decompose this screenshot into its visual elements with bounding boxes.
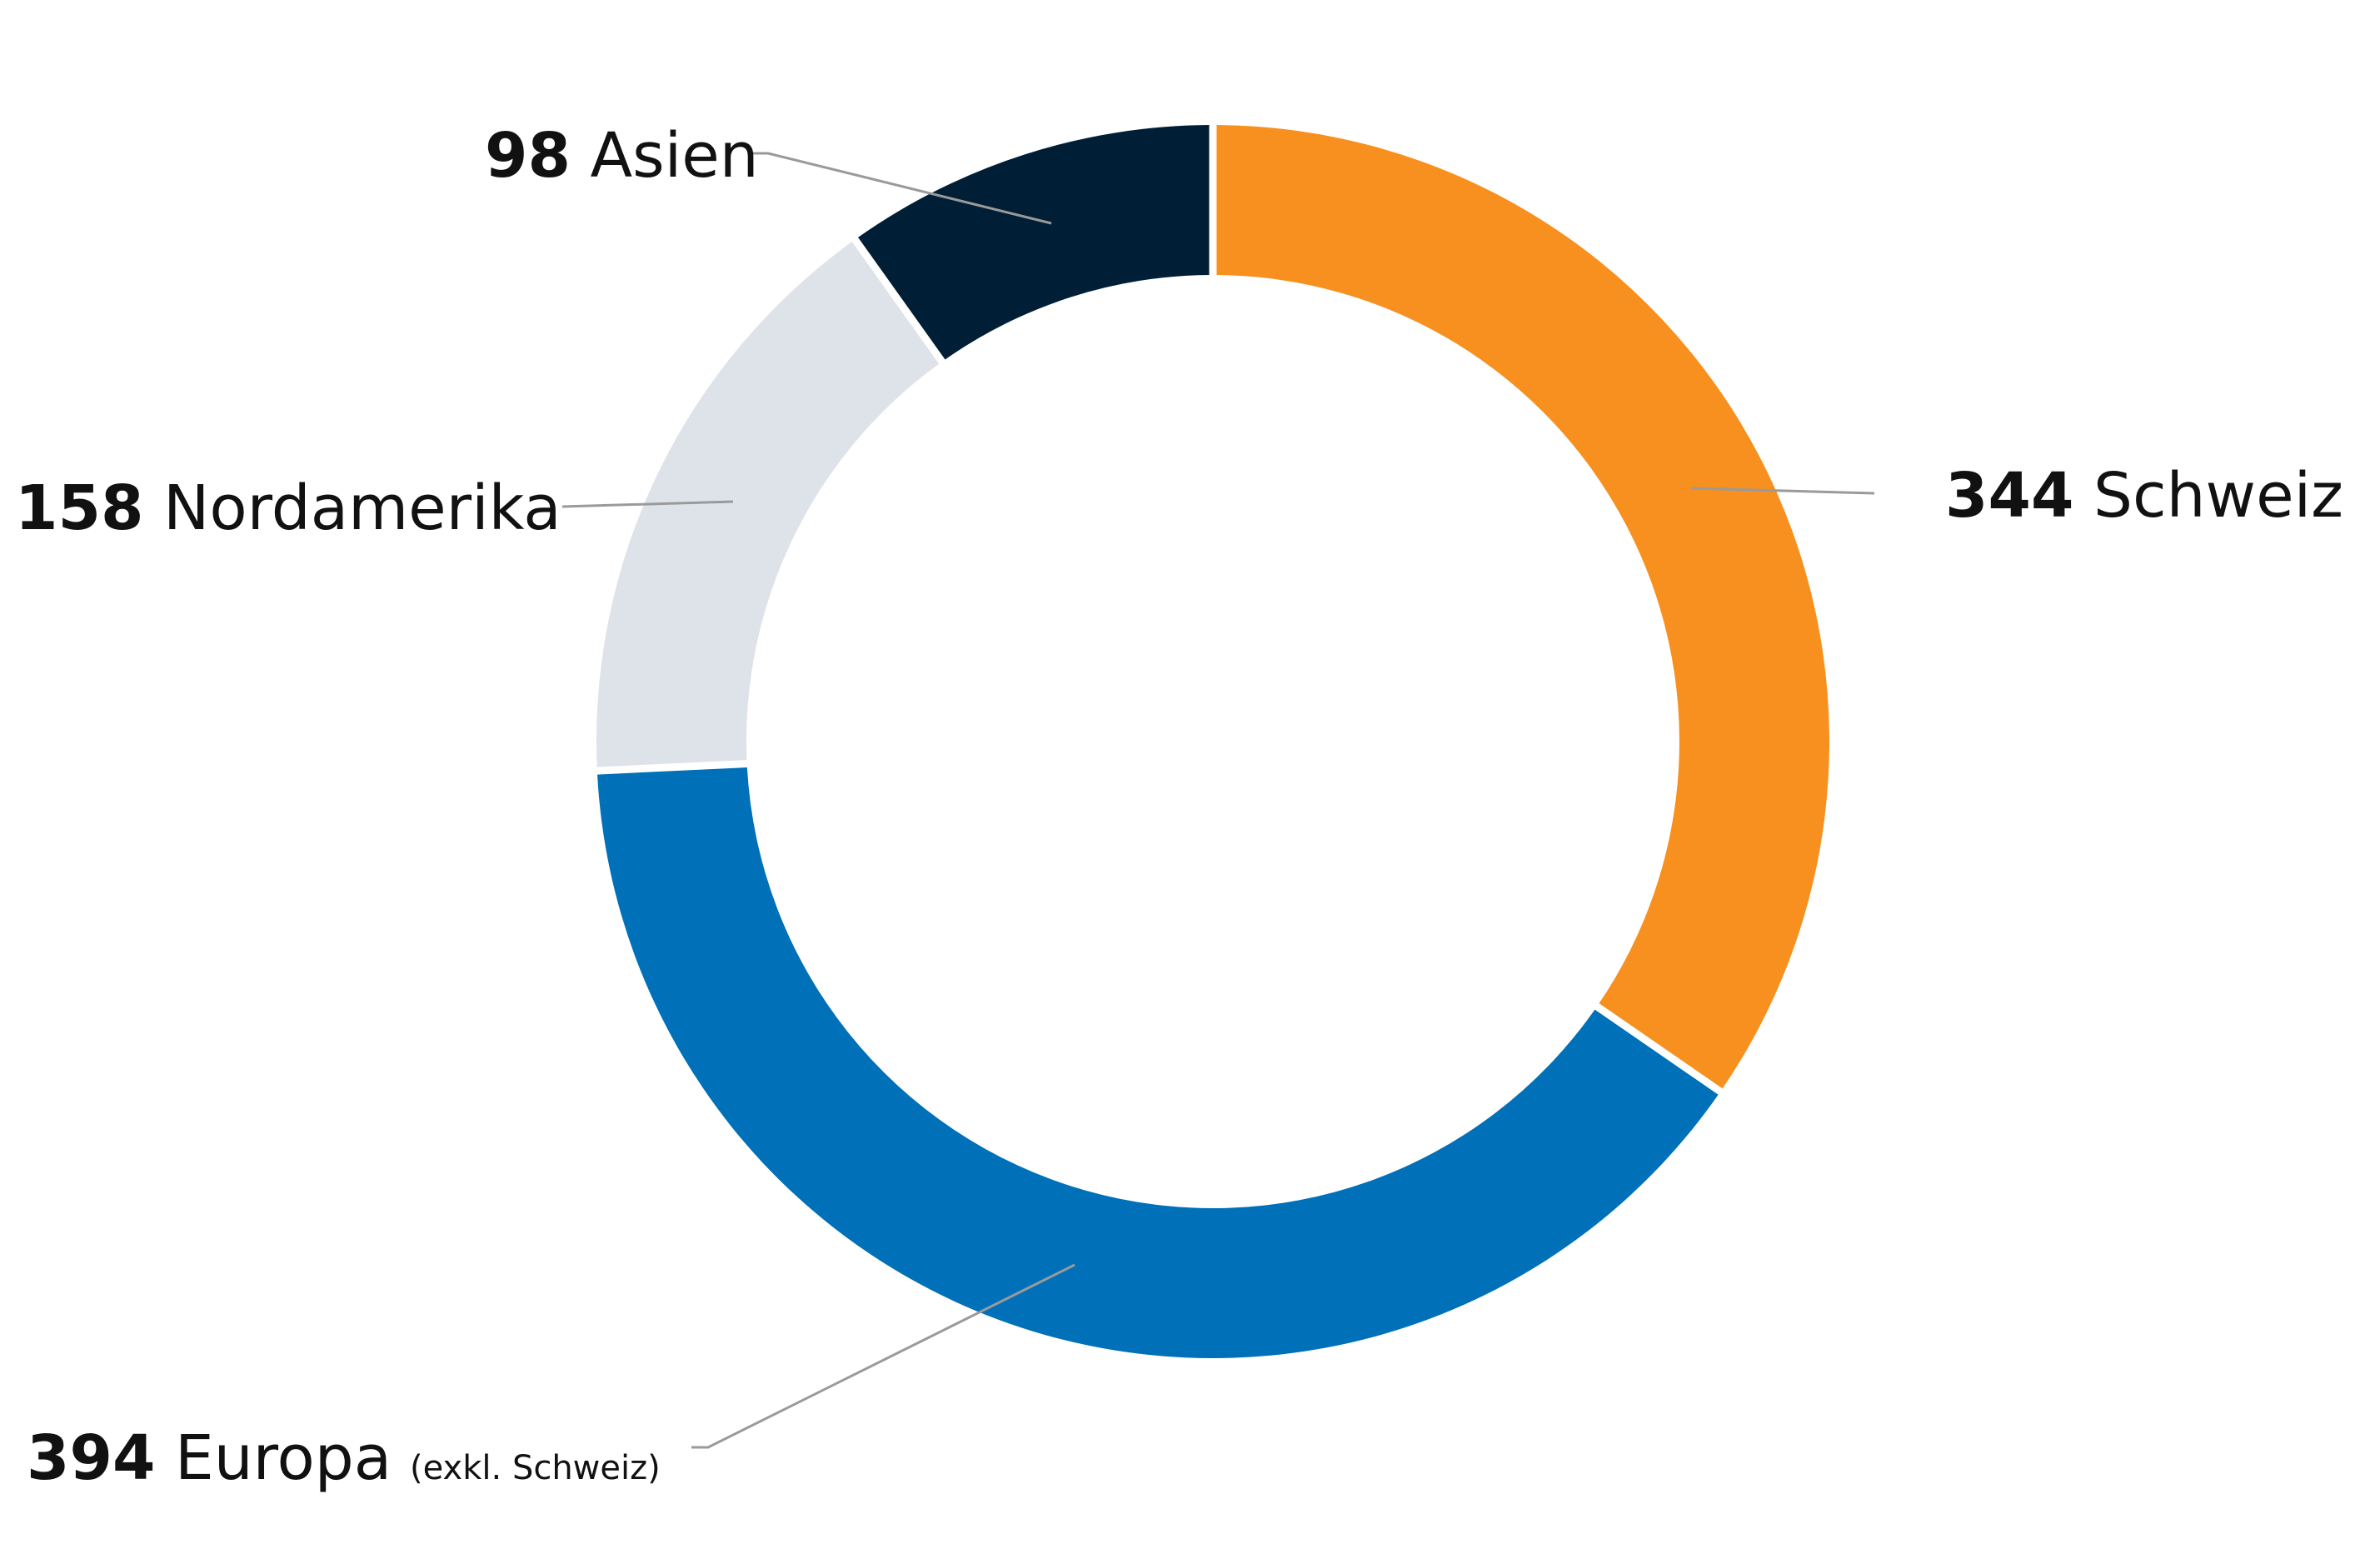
leader-line-nordamerika (561, 500, 734, 508)
leader-line-schweiz (1690, 487, 1875, 495)
label-nordamerika: 158 Nordamerika (15, 472, 561, 544)
label-value-nordamerika: 158 (15, 472, 143, 544)
label-schweiz: 344 Schweiz (1945, 460, 2343, 532)
slice-europa (597, 767, 1719, 1359)
label-asien: 98 Asien (485, 120, 759, 192)
label-name-europa: Europa (155, 1422, 392, 1494)
donut-slices (596, 125, 1829, 1359)
leader-lines (561, 152, 1875, 1449)
label-name-schweiz: Schweiz (2073, 460, 2343, 532)
slice-labels: 344 Schweiz 394 Europa (exkl. Schweiz) 158 … (15, 120, 2343, 1494)
slice-asien (858, 125, 1210, 360)
label-value-schweiz: 344 (1945, 460, 2073, 532)
label-value-europa: 394 (27, 1422, 155, 1494)
label-europa: 394 Europa (exkl. Schweiz) (27, 1422, 661, 1494)
label-name-asien: Asien (571, 120, 759, 192)
label-note-europa: (exkl. Schweiz) (410, 1449, 661, 1487)
leader-line-europa (691, 1263, 1075, 1449)
label-value-asien: 98 (485, 120, 571, 192)
label-name-nordamerika: Nordamerika (143, 472, 561, 544)
slice-nordamerika (596, 242, 940, 767)
slice-schweiz (1216, 125, 1829, 1089)
leader-line-asien (751, 152, 1052, 225)
